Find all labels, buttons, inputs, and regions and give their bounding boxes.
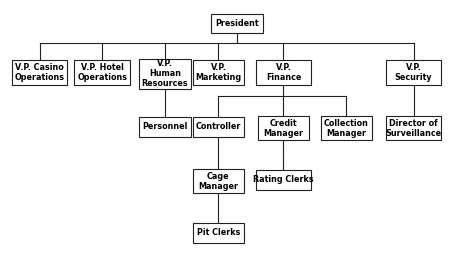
- FancyBboxPatch shape: [12, 60, 67, 86]
- FancyBboxPatch shape: [193, 223, 244, 243]
- Text: Credit
Manager: Credit Manager: [264, 119, 303, 138]
- Text: Cage
Manager: Cage Manager: [199, 172, 238, 191]
- FancyBboxPatch shape: [139, 117, 191, 136]
- FancyBboxPatch shape: [386, 60, 441, 86]
- FancyBboxPatch shape: [386, 116, 441, 140]
- FancyBboxPatch shape: [193, 117, 244, 136]
- FancyBboxPatch shape: [258, 116, 309, 140]
- FancyBboxPatch shape: [255, 170, 311, 190]
- FancyBboxPatch shape: [193, 60, 244, 86]
- FancyBboxPatch shape: [211, 14, 263, 33]
- Text: V.P.
Security: V.P. Security: [395, 63, 432, 82]
- Text: V.P. Casino
Operations: V.P. Casino Operations: [15, 63, 64, 82]
- Text: V.P.
Finance: V.P. Finance: [266, 63, 301, 82]
- Text: President: President: [215, 19, 259, 28]
- Text: Controller: Controller: [196, 122, 241, 131]
- FancyBboxPatch shape: [193, 169, 244, 194]
- FancyBboxPatch shape: [255, 60, 311, 86]
- FancyBboxPatch shape: [139, 59, 191, 89]
- Text: Pit Clerks: Pit Clerks: [197, 228, 240, 237]
- FancyBboxPatch shape: [320, 116, 372, 140]
- Text: Rating Clerks: Rating Clerks: [253, 175, 314, 184]
- Text: V.P.
Human
Resources: V.P. Human Resources: [142, 59, 188, 88]
- Text: V.P.
Marketing: V.P. Marketing: [195, 63, 241, 82]
- FancyBboxPatch shape: [74, 60, 130, 86]
- Text: Personnel: Personnel: [142, 122, 188, 131]
- Text: Collection
Manager: Collection Manager: [324, 119, 369, 138]
- Text: V.P. Hotel
Operations: V.P. Hotel Operations: [77, 63, 128, 82]
- Text: Director of
Surveillance: Director of Surveillance: [385, 119, 442, 138]
